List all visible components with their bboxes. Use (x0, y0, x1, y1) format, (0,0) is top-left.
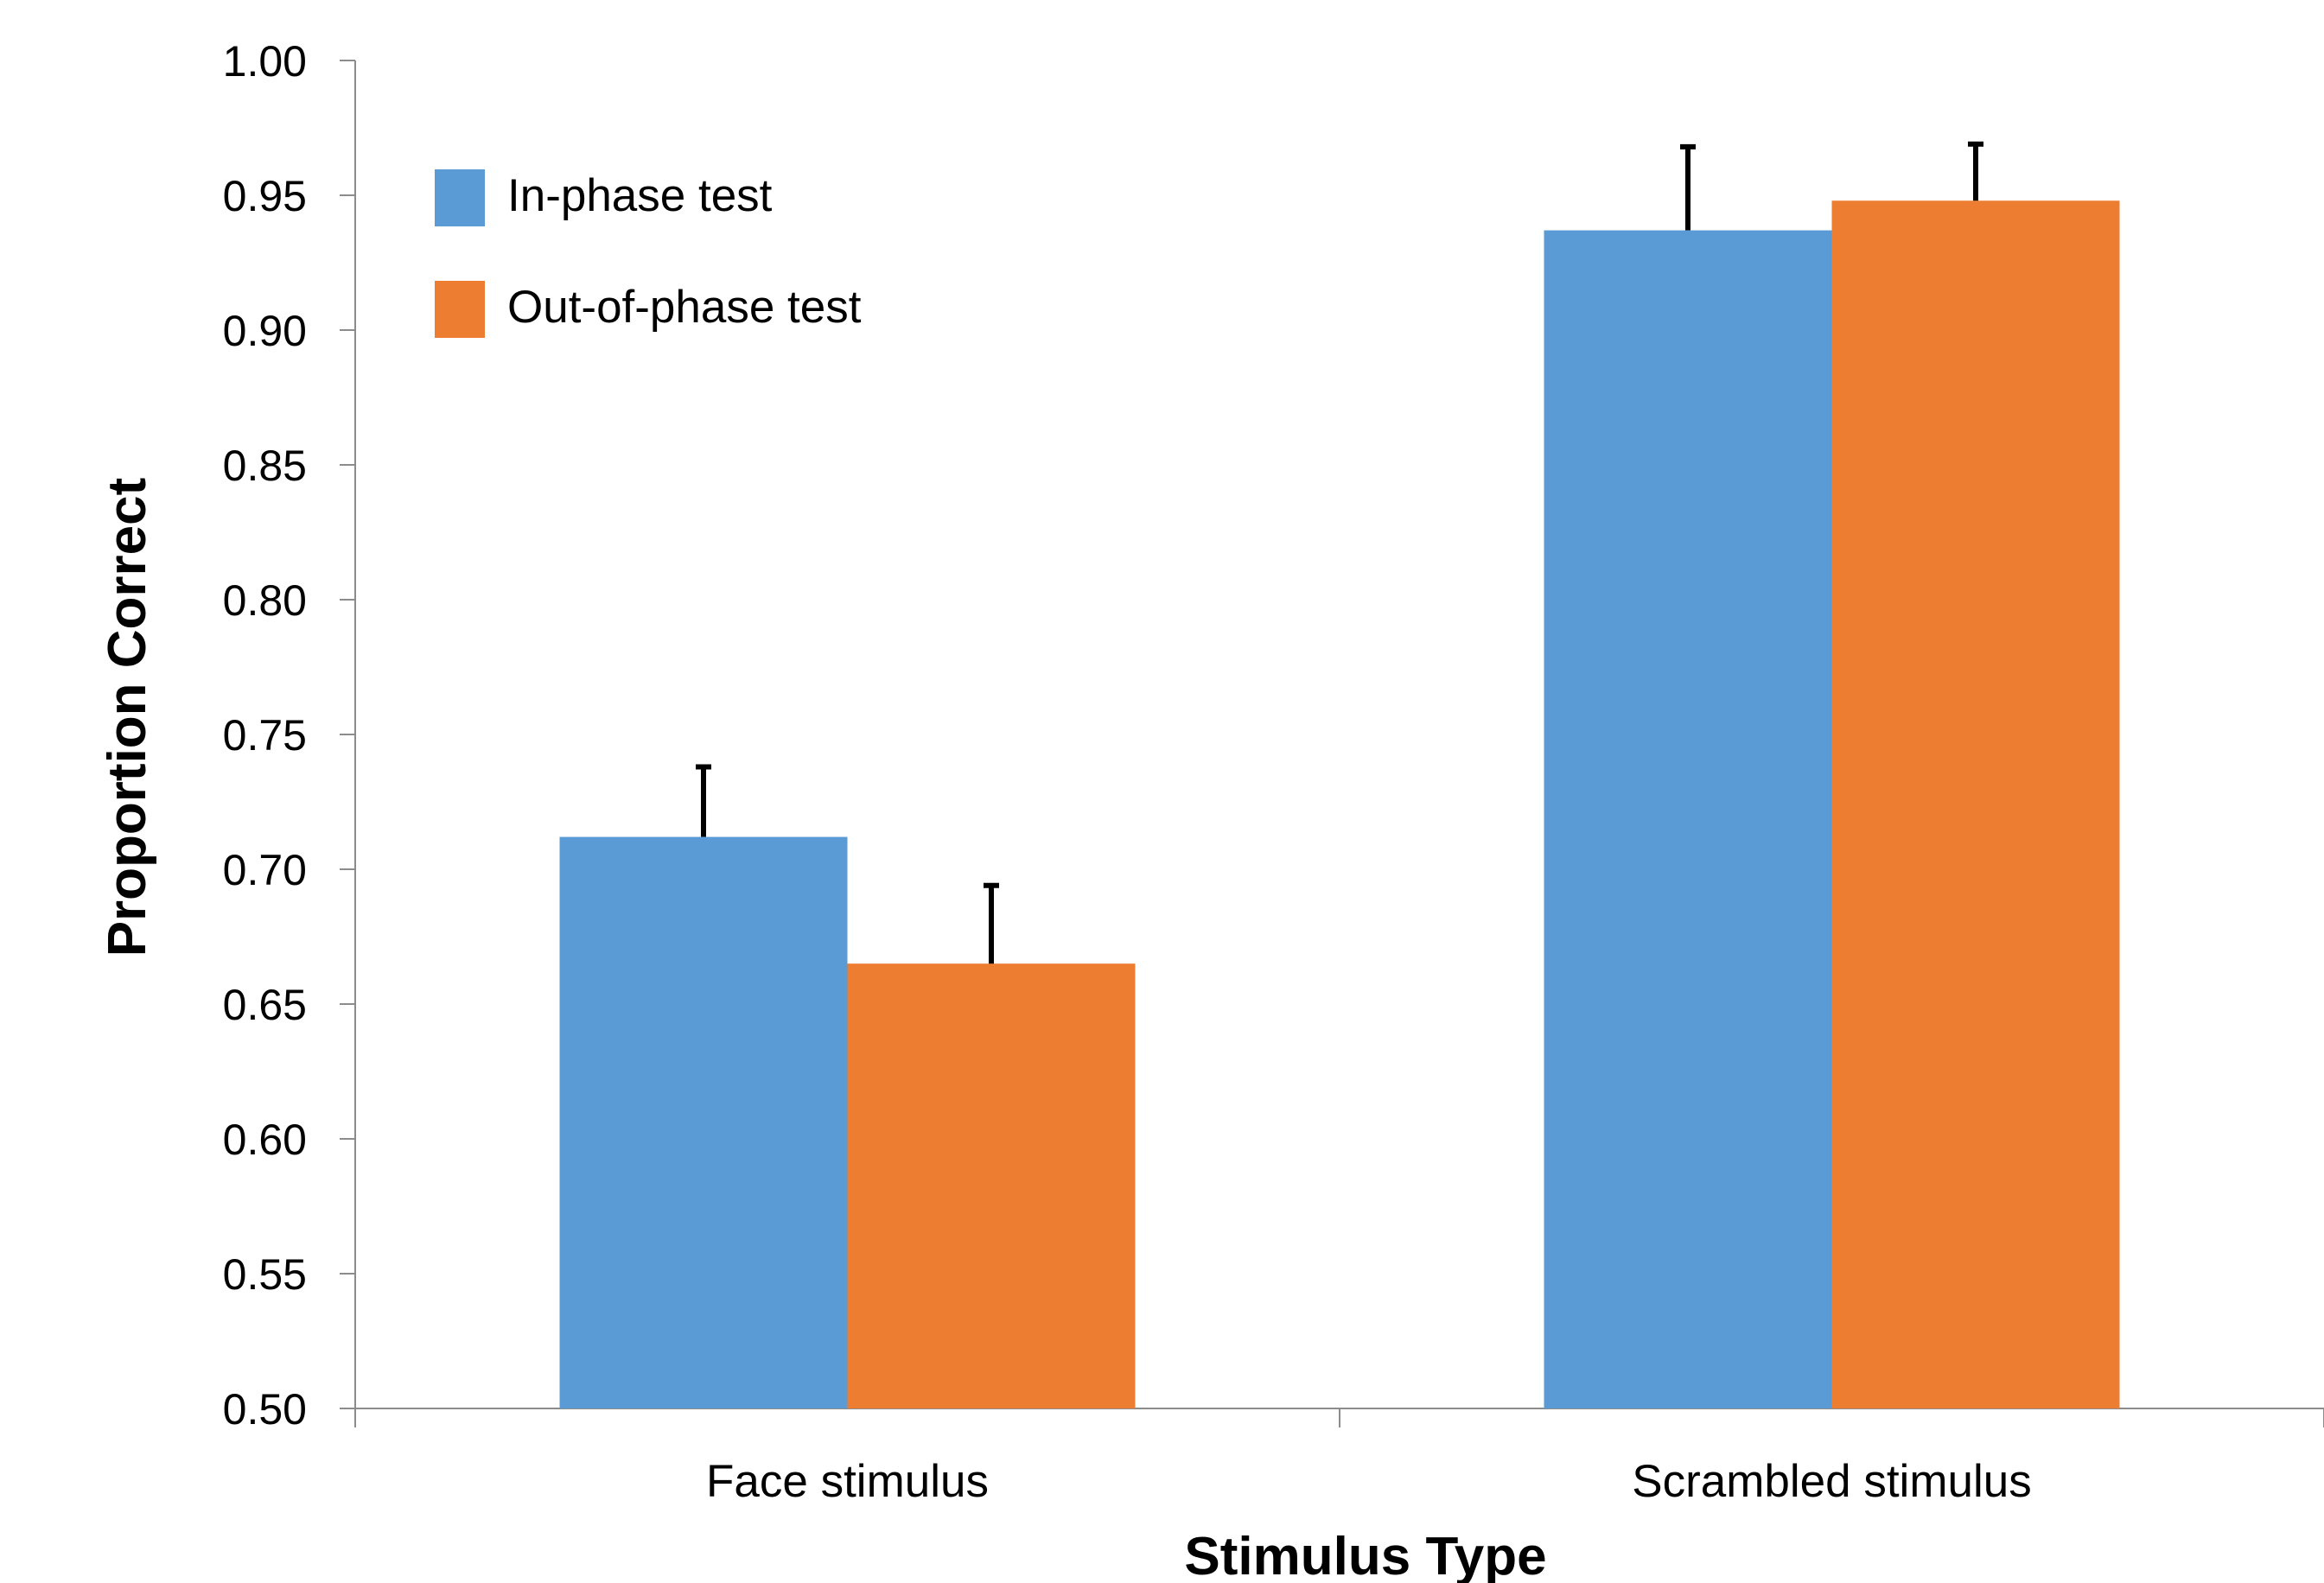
x-category-label: Face stimulus (706, 1456, 989, 1507)
category-labels: Face stimulus Scrambled stimulus (706, 1456, 2032, 1507)
y-tick-label: 0.60 (223, 1116, 307, 1164)
x-axis (354, 1408, 2324, 1427)
bar-out-of-phase-scrambled (1831, 200, 2120, 1409)
error-bars (696, 141, 1983, 964)
y-tick-label: 0.70 (223, 846, 307, 894)
y-axis-title: Proportion Correct (98, 478, 157, 957)
bar-out-of-phase-face (847, 963, 1136, 1408)
legend-label-out-of-phase: Out-of-phase test (507, 282, 862, 333)
y-tick-label: 0.80 (223, 576, 307, 625)
x-category-label: Scrambled stimulus (1632, 1456, 2031, 1507)
y-tick-label: 1.00 (223, 37, 307, 86)
legend-swatch-in-phase (435, 169, 485, 226)
y-tick-label: 0.50 (223, 1385, 307, 1434)
bar-in-phase-face (559, 836, 848, 1408)
y-tick-label: 0.55 (223, 1250, 307, 1299)
bar-in-phase-scrambled (1544, 230, 1832, 1408)
y-tick-label: 0.75 (223, 711, 307, 760)
y-tick-label: 0.65 (223, 981, 307, 1029)
legend-label-in-phase: In-phase test (507, 170, 773, 221)
x-axis-title: Stimulus Type (1184, 1527, 1546, 1583)
y-tick-label: 0.90 (223, 307, 307, 355)
y-axis: 0.50 0.55 0.60 0.65 0.70 0.75 0.80 0.85 0.90 0.95… (223, 37, 356, 1434)
legend-swatch-out-of-phase (435, 281, 485, 338)
y-tick-label: 0.85 (223, 442, 307, 490)
bars (559, 200, 2120, 1409)
legend: In-phase test Out-of-phase test (435, 169, 862, 338)
y-tick-label: 0.95 (223, 172, 307, 220)
